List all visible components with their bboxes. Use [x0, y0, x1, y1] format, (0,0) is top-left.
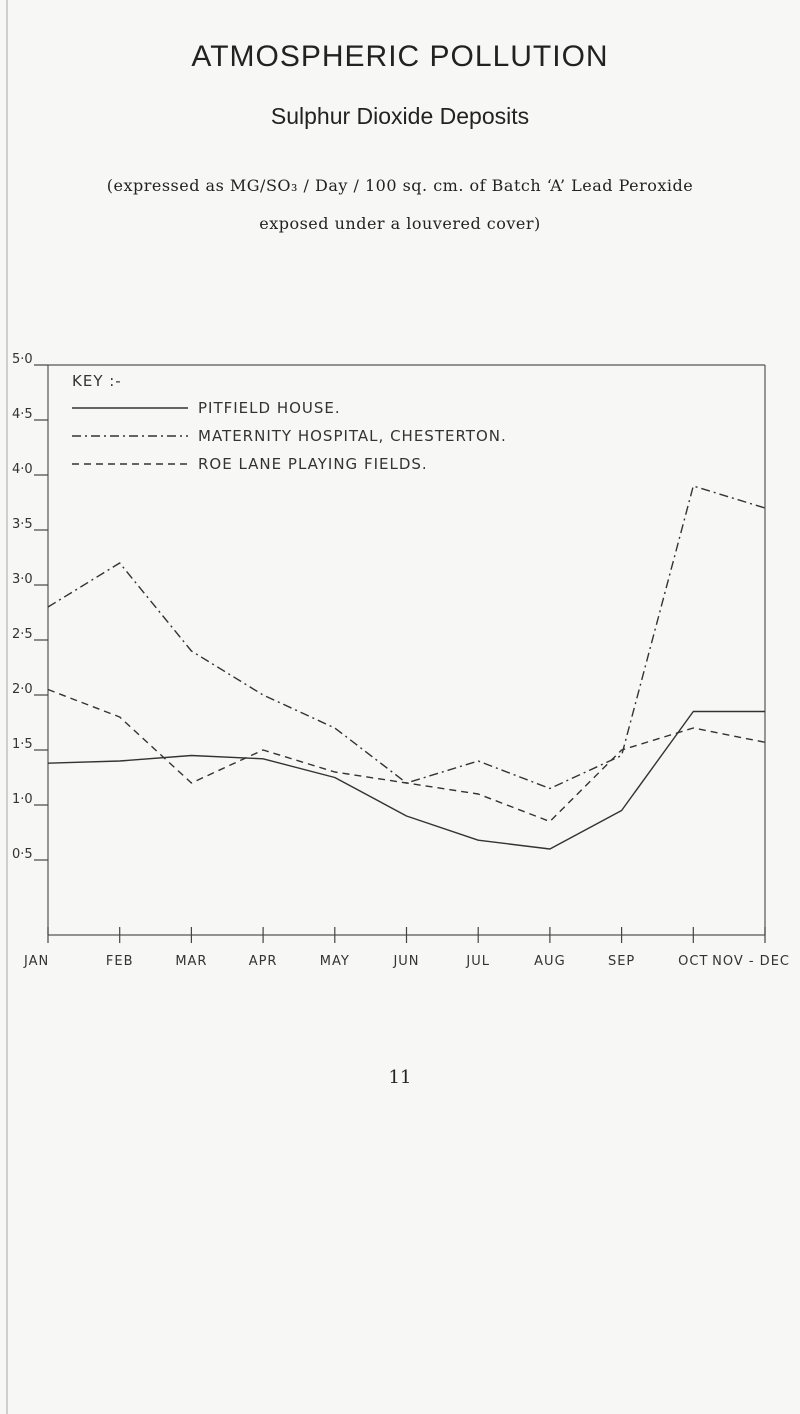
x-tick-label: JUL — [465, 954, 490, 969]
x-tick-label: SEP — [608, 954, 635, 969]
x-tick-label: JAN — [23, 954, 49, 969]
y-tick-label: 1·5 — [12, 737, 33, 752]
x-tick-label: APR — [249, 954, 278, 969]
x-tick-label: MAR — [175, 954, 207, 969]
page-number: 11 — [388, 1067, 412, 1088]
legend-label-2: MATERNITY HOSPITAL, CHESTERTON. — [198, 427, 507, 445]
y-tick-label: 3·5 — [12, 517, 33, 532]
series-line-1 — [47, 710, 765, 850]
y-tick-label: 3·0 — [12, 572, 33, 587]
y-tick-label: 1·0 — [12, 792, 33, 807]
page-subtitle: Sulphur Dioxide Deposits — [270, 103, 530, 129]
y-tick-label: 0·5 — [12, 847, 33, 862]
y-tick-label: 4·5 — [12, 407, 33, 422]
series-layer — [47, 485, 766, 850]
y-tick-label: 5·0 — [12, 352, 33, 367]
x-tick-label: NOV - DEC — [712, 954, 790, 969]
units-description-line1: (expressed as MG/SO₃ / Day / 100 sq. cm.… — [106, 176, 694, 195]
x-tick-label: JUN — [392, 954, 419, 969]
y-tick-label: 4·0 — [12, 462, 33, 477]
legend-title: KEY :- — [72, 372, 122, 390]
y-tick-label: 2·0 — [12, 682, 33, 697]
x-tick-label: OCT — [678, 954, 708, 969]
legend-label-3: ROE LANE PLAYING FIELDS. — [198, 455, 428, 473]
x-tick-label: MAY — [320, 954, 350, 969]
units-description-line2: exposed under a louvered cover) — [259, 214, 541, 233]
series-line-2 — [47, 485, 766, 790]
y-tick-label: 2·5 — [12, 627, 33, 642]
y-axis-ticks: 0·5 1·0 1·5 2·0 2·5 3·0 3·5 4·0 4·5 5·0 — [12, 352, 48, 862]
legend: KEY :- PITFIELD HOUSE. MATERNITY HOSPITAL… — [72, 372, 507, 473]
x-tick-label: FEB — [106, 954, 134, 969]
legend-label-1: PITFIELD HOUSE. — [198, 399, 341, 417]
plot-frame — [47, 364, 766, 936]
page-edge-rule — [6, 0, 8, 1414]
series-line-3 — [47, 688, 766, 823]
x-tick-label: AUG — [534, 954, 565, 969]
x-axis-ticks: JAN FEB MAR APR MAY JUN JUL AUG SEP OCT NOV - DEC — [23, 927, 790, 969]
page-title: ATMOSPHERIC POLLUTION — [191, 40, 609, 73]
